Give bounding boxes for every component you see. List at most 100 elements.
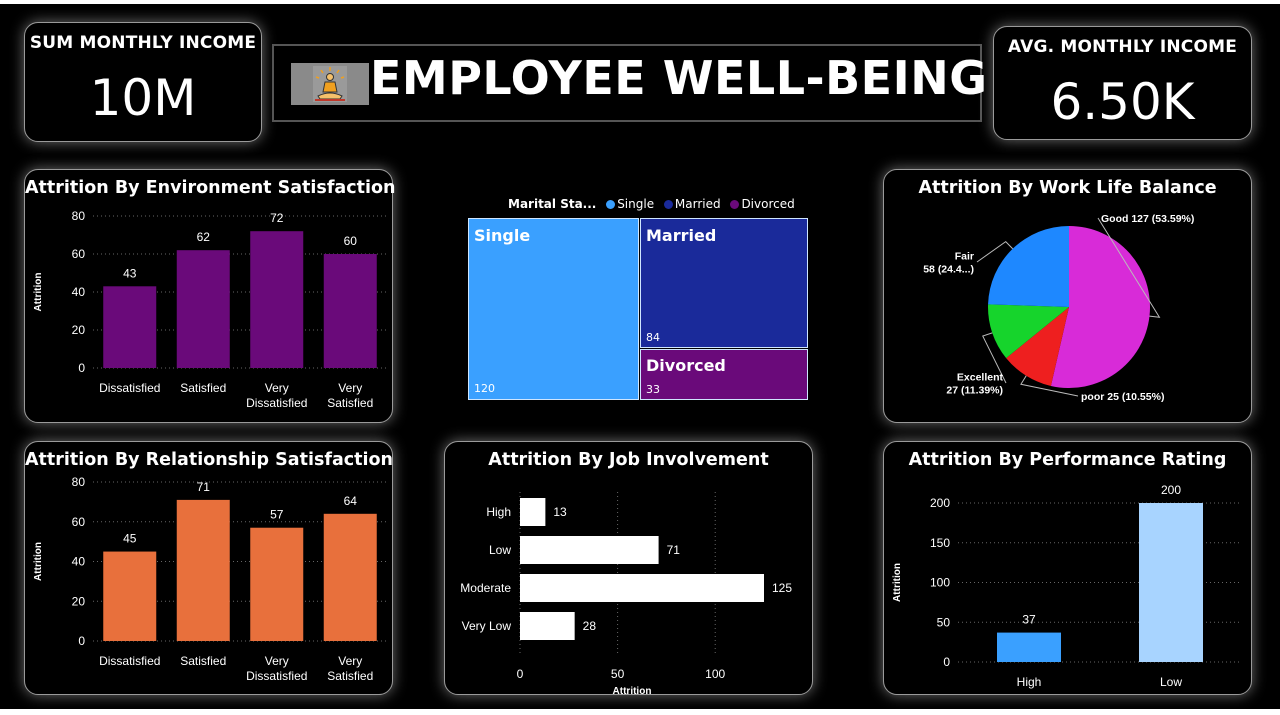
data-label: 28 [583, 619, 597, 633]
bar[interactable] [997, 632, 1061, 662]
x-tick-label: Satisfied [327, 669, 373, 683]
bar[interactable] [103, 551, 157, 641]
chart-title: Attrition By Work Life Balance [918, 178, 1217, 198]
x-tick-label: Very [338, 381, 362, 395]
data-label: 62 [197, 230, 211, 244]
x-tick-label: Low [1160, 675, 1182, 689]
x-tick-label: Satisfied [180, 654, 226, 668]
x-tick-label: Dissatisfied [246, 396, 307, 410]
y-tick-label: Very Low [462, 619, 512, 633]
page-title: EMPLOYEE WELL-BEING [370, 51, 988, 105]
bar[interactable] [520, 536, 659, 564]
chart-title: Attrition By Environment Satisfaction [25, 178, 396, 198]
data-label: 60 [344, 234, 358, 248]
legend-married: Married [674, 197, 721, 211]
y-tick-label: 80 [72, 209, 86, 223]
bottom-frame [0, 709, 1280, 715]
y-tick-label: High [486, 505, 511, 519]
chart-title: Attrition By Job Involvement [488, 450, 769, 470]
bar[interactable] [250, 231, 304, 368]
treemap-tile-divorced[interactable]: Divorced 33 [640, 349, 808, 400]
x-tick-label: Dissatisfied [99, 381, 160, 395]
legend-divorced: Divorced [741, 197, 795, 211]
bar[interactable] [250, 527, 304, 641]
meditation-icon [291, 63, 369, 105]
y-tick-label: 0 [943, 655, 950, 669]
data-label: 43 [123, 266, 137, 280]
relationship-satisfaction-chart: 0 20 40 60 80 Attrition 45 Dissatisfied 71 Satisf… [33, 475, 387, 683]
tile-label: Single [474, 226, 531, 245]
y-tick-label: 200 [930, 496, 950, 510]
tile-label: Divorced [646, 356, 726, 375]
bar[interactable] [520, 612, 575, 640]
kpi-card-sum-monthly-income: SUM MONTHLY INCOME 10M [24, 22, 262, 142]
leader-line [1097, 217, 1161, 318]
env-satisfaction-card: Attrition By Environment Satisfaction 0 2… [24, 169, 396, 423]
legend-title: Marital Sta... [508, 197, 597, 211]
kpi-value: 6.50K [1050, 73, 1195, 131]
bar[interactable] [323, 254, 377, 368]
marital-legend: Marital Sta... Single Married Divorced [508, 197, 795, 211]
bar[interactable] [520, 498, 546, 526]
kpi-label: AVG. MONTHLY INCOME [1007, 37, 1238, 57]
y-axis-label: Attrition [33, 273, 44, 312]
leader-line [976, 240, 1014, 263]
performance-rating-card: Attrition By Performance Rating 0 50 100 15… [883, 441, 1252, 695]
bar[interactable] [323, 513, 377, 641]
y-tick-label: 80 [72, 475, 86, 489]
tile-value: 33 [646, 383, 660, 396]
x-tick-label: 0 [517, 667, 524, 681]
y-tick-label: Moderate [460, 581, 511, 595]
bar[interactable] [103, 286, 157, 368]
data-label: 72 [270, 211, 284, 225]
pie-label: Good 127 (53.59%) [1101, 213, 1194, 225]
y-tick-label: 100 [930, 576, 950, 590]
legend-single: Single [617, 197, 655, 211]
pie-slice-poor[interactable] [1006, 307, 1069, 386]
pie-label: 27 (11.39%) [946, 385, 1003, 397]
tile-value: 120 [474, 382, 495, 395]
data-label: 71 [197, 480, 211, 494]
kpi-label: SUM MONTHLY INCOME [29, 33, 257, 53]
data-label: 37 [1022, 613, 1036, 627]
leader-line [1020, 375, 1079, 397]
x-tick-label: 50 [611, 667, 625, 681]
pie-label: 58 (24.4...) [923, 264, 974, 276]
bar[interactable] [176, 499, 230, 641]
relationship-satisfaction-card: Attrition By Relationship Satisfaction 0… [24, 441, 393, 695]
y-tick-label: 40 [72, 555, 86, 569]
chart-title: Attrition By Performance Rating [908, 450, 1227, 470]
x-tick-label: 100 [705, 667, 725, 681]
treemap-tile-single[interactable]: Single 120 [468, 218, 639, 400]
tile-label: Married [646, 226, 717, 245]
y-tick-label: 60 [72, 515, 86, 529]
y-axis-label: Attrition [892, 563, 903, 602]
bar[interactable] [176, 250, 230, 368]
pie-slice-excellent[interactable] [988, 304, 1069, 359]
pie-label: poor 25 (10.55%) [1081, 391, 1164, 403]
bar[interactable] [520, 574, 764, 602]
marital-treemap: Single 120 Married 84 Divorced 33 [468, 218, 808, 400]
env-satisfaction-chart: 0 20 40 60 80 Attrition 43 Dissatisfied 62 Satisf… [33, 209, 387, 410]
x-tick-label: Dissatisfied [246, 669, 307, 683]
pie-slice-good[interactable] [1050, 226, 1151, 388]
y-axis-label: Attrition [33, 542, 44, 581]
y-tick-label: 150 [930, 536, 950, 550]
x-tick-label: Very [265, 654, 289, 668]
performance-rating-chart: 0 50 100 150 200 Attrition 37 High 200 Low [892, 483, 1242, 689]
treemap-tile-married[interactable]: Married 84 [640, 218, 808, 348]
x-tick-label: Satisfied [180, 381, 226, 395]
dashboard-header: EMPLOYEE WELL-BEING [272, 44, 987, 122]
bar[interactable] [1139, 503, 1203, 662]
legend-dot-single [606, 200, 616, 209]
legend-dot-divorced [730, 200, 740, 209]
data-label: 57 [270, 508, 284, 522]
data-label: 13 [553, 505, 567, 519]
y-tick-label: 50 [937, 615, 951, 629]
kpi-value: 10M [89, 69, 197, 127]
pie-slice-fair[interactable] [988, 226, 1069, 307]
x-axis-label: Attrition [613, 686, 652, 694]
y-tick-label: 40 [72, 285, 86, 299]
pie-label: Fair [955, 251, 974, 263]
y-tick-label: 20 [72, 323, 86, 337]
